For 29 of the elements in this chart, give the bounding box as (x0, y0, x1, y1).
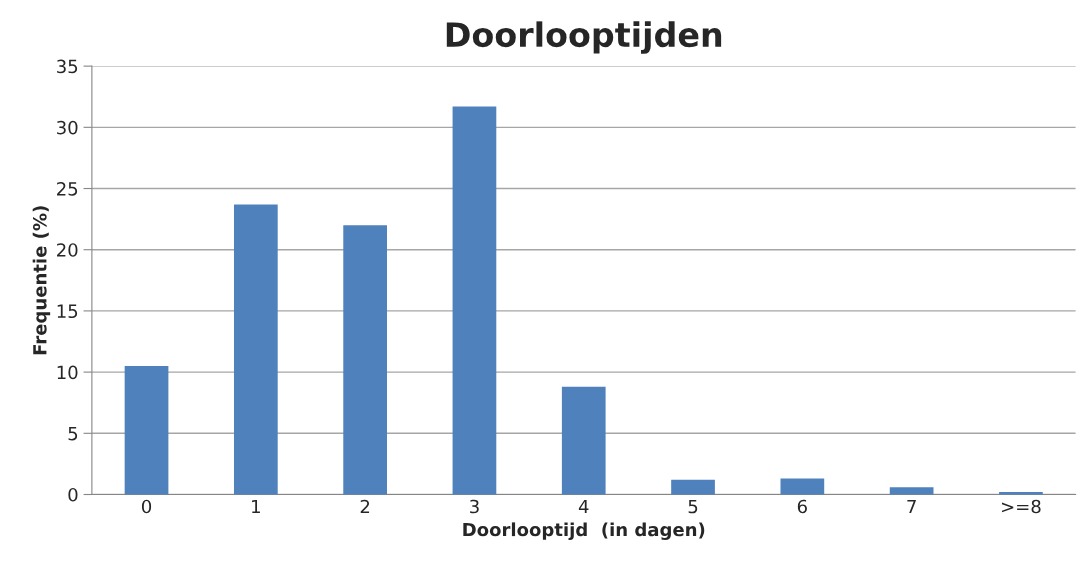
bar (233, 204, 278, 495)
bar (124, 365, 169, 495)
y-tick-label: 10 (57, 365, 78, 380)
y-tick-label: 20 (57, 243, 78, 257)
bar (452, 106, 497, 495)
y-tick-label: 5 (68, 427, 78, 441)
bar (889, 487, 934, 495)
y-tick-label: 15 (57, 304, 78, 319)
x-axis-title: Doorlooptijd (in dagen) (463, 522, 705, 541)
x-tick-label: 7 (907, 499, 916, 514)
y-tick-label: 0 (68, 487, 78, 502)
bar (343, 225, 387, 495)
chart-title: Doorlooptijden (446, 21, 722, 54)
bar (671, 479, 715, 495)
x-tick-label: 5 (688, 499, 698, 514)
y-tick-label: 35 (57, 59, 78, 74)
x-tick-label: >=8 (1001, 499, 1041, 514)
x-tick-label: 6 (797, 499, 807, 514)
y-tick-label: 30 (57, 120, 78, 135)
bar (561, 386, 606, 495)
x-tick-label: 3 (470, 499, 479, 514)
x-tick-label: 4 (578, 499, 589, 514)
bar (780, 478, 825, 495)
y-axis-title: Frequentie (%) (32, 206, 51, 355)
x-tick-label: 2 (360, 499, 370, 514)
x-tick-label: 0 (141, 499, 152, 514)
bar (999, 492, 1043, 495)
y-tick-label: 25 (57, 181, 78, 196)
x-tick-label: 1 (252, 499, 260, 514)
